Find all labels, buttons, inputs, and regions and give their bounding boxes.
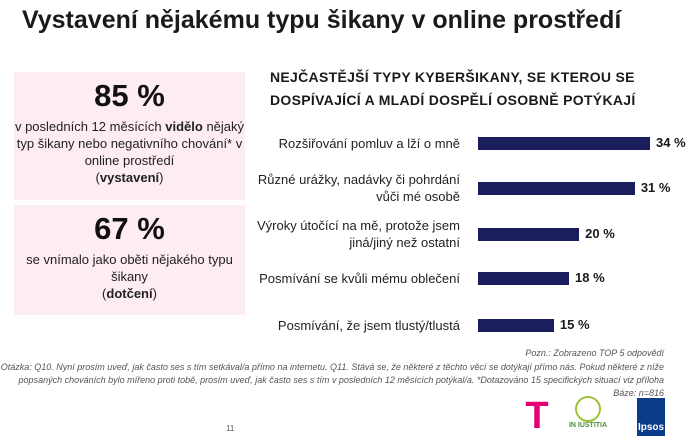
- data-label: 31 %: [640, 180, 671, 195]
- data-label: 20 %: [585, 226, 615, 241]
- category-label: Posmívání, že jsem tlustý/tlustá: [277, 317, 460, 333]
- bar: [478, 182, 635, 195]
- bar: [478, 272, 570, 285]
- iniustitia-logo: IN IUSTITIA: [568, 396, 608, 436]
- question-line-1: Otázka: Q10. Nyní prosím uveď, jak často…: [0, 362, 664, 372]
- bar: [478, 319, 554, 332]
- data-label: 18 %: [575, 270, 605, 285]
- telekom-logo: T: [525, 395, 549, 437]
- category-label: Rozšiřování pomluv a lží o mně: [278, 135, 460, 151]
- ipsos-logo: Ipsos: [637, 398, 665, 436]
- base-note: Báze: n=816: [613, 388, 664, 398]
- data-label: 15 %: [559, 317, 590, 332]
- category-label: Posmívání se kvůli mému oblečení: [259, 270, 460, 286]
- bar: [478, 137, 650, 150]
- note: Pozn.: Zobrazeno TOP 5 odpovědí: [525, 348, 664, 358]
- stat-value: 67 %: [94, 211, 165, 246]
- data-label: 34 %: [656, 135, 686, 150]
- chart-title: NEJČASTĚJŠÍ TYPY KYBERŠIKANY, SE KTEROU …: [270, 69, 636, 108]
- page-title: Vystavení nějakému typu šikany v online …: [22, 6, 622, 34]
- bar: [478, 228, 580, 241]
- stat-value: 85 %: [94, 78, 165, 113]
- stat-text: v posledních 12 měsících vidělo nějaký t…: [14, 119, 245, 185]
- question-line-2: popsaných chováních bylo mířeno proti to…: [18, 375, 664, 385]
- category-label: Různé urážky, nadávky či pohrdání vůči m…: [257, 172, 460, 204]
- stat-box-exposed: 85 % v posledních 12 měsících vidělo něj…: [14, 72, 245, 200]
- page-number: 11: [226, 424, 235, 433]
- category-label: Výroky útočící na mě, protože jsem jiná/…: [256, 218, 460, 250]
- stat-text: se vnímalo jako oběti nějakého typu šika…: [26, 252, 233, 301]
- stat-box-affected: 67 % se vnímalo jako oběti nějakého typu…: [14, 205, 245, 315]
